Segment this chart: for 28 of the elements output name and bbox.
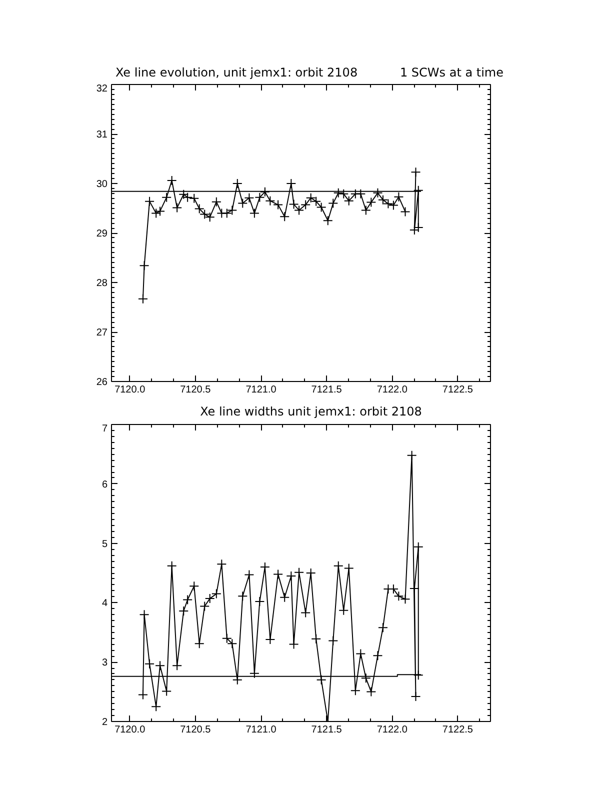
- x-tick-label: 7121.0: [246, 384, 277, 396]
- x-tick-label: 7120.5: [180, 724, 212, 736]
- y-tick-label: 3: [102, 658, 108, 669]
- x-tick-label: 7121.5: [311, 724, 342, 736]
- y-tick-label: 30: [96, 179, 108, 190]
- y-tick-label: 29: [96, 228, 108, 240]
- x-tick-label: 7122.0: [376, 724, 408, 736]
- x-tick-label: 7120.0: [114, 724, 146, 736]
- x-tick-label: 7120.0: [114, 384, 146, 396]
- text: 1 SCWs at a time: [400, 66, 504, 80]
- x-tick-label: 7122.5: [442, 384, 474, 396]
- y-tick-label: 27: [96, 328, 108, 338]
- x-tick-label: 7122.5: [442, 724, 474, 736]
- y-tick-label: 6: [102, 479, 108, 490]
- y-tick-label: 31: [96, 130, 108, 140]
- y-tick-label: 7: [102, 424, 108, 434]
- x-tick-label: 7122.0: [376, 384, 408, 396]
- y-tick-label: 4: [102, 598, 108, 610]
- chart-title: Xe line widths unit jemx1: orbit 2108: [200, 404, 422, 418]
- chart-title: Xe line evolution, unit jemx1: orbit 2108: [116, 66, 358, 80]
- x-tick-label: 7121.0: [246, 724, 277, 736]
- y-tick-label: 5: [102, 538, 108, 550]
- y-tick-label: 32: [96, 84, 108, 94]
- y-tick-label: 2: [102, 717, 108, 728]
- x-tick-label: 7121.5: [311, 384, 342, 396]
- y-tick-label: 28: [96, 278, 108, 289]
- y-tick-label: 26: [96, 377, 108, 388]
- x-tick-label: 7120.5: [180, 384, 212, 396]
